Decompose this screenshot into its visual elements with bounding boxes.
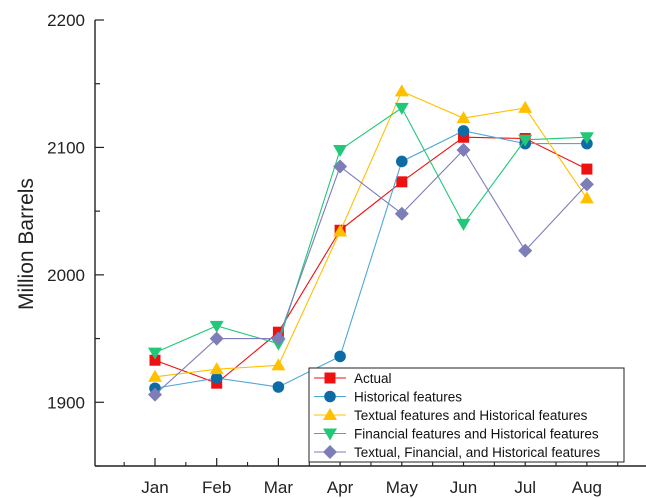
data-point xyxy=(333,224,348,237)
data-point xyxy=(148,369,162,382)
data-point xyxy=(458,131,469,143)
data-point xyxy=(518,134,533,147)
data-point xyxy=(579,191,594,204)
y-axis: 1900 2000 2100 2200 xyxy=(47,11,104,467)
data-point xyxy=(394,84,409,97)
data-point xyxy=(272,381,285,393)
legend-swatch-marker xyxy=(324,372,336,384)
data-point xyxy=(394,206,409,221)
data-point xyxy=(210,372,223,384)
legend: Actual Historical features Textual feature… xyxy=(308,367,625,463)
legend-label: Textual features and Historical features xyxy=(354,408,588,423)
data-point xyxy=(394,102,409,115)
data-point xyxy=(396,176,408,188)
data-point xyxy=(271,331,286,346)
series-line xyxy=(154,107,587,354)
series-3 xyxy=(148,84,594,382)
series-5 xyxy=(148,142,594,402)
legend-box xyxy=(308,367,625,463)
x-tick-label: Feb xyxy=(202,478,231,497)
data-point xyxy=(333,159,348,174)
y-tick-label: 2200 xyxy=(47,11,85,30)
series-group xyxy=(148,84,594,402)
data-point xyxy=(518,243,533,258)
data-point xyxy=(581,163,593,175)
data-point xyxy=(579,132,594,145)
x-axis: Jan Feb Mar Apr May Jun Jul Aug xyxy=(95,458,646,497)
x-tick-label: Jan xyxy=(141,478,168,497)
data-point xyxy=(149,354,161,366)
legend-item: Textual features and Historical features xyxy=(314,408,588,423)
data-point xyxy=(209,331,224,346)
data-point xyxy=(148,347,162,360)
legend-item: Actual xyxy=(314,371,392,386)
legend-swatch-marker xyxy=(323,445,337,459)
legend-item: Textual, Financial, and Historical featu… xyxy=(314,445,600,460)
x-tick-label: May xyxy=(386,478,419,497)
legend-label: Financial features and Historical featur… xyxy=(354,427,599,442)
series-line xyxy=(154,136,588,384)
data-point xyxy=(396,155,408,168)
data-point xyxy=(579,177,594,192)
data-point xyxy=(209,320,224,333)
x-tick-label: Apr xyxy=(327,478,354,497)
data-point xyxy=(333,144,348,157)
legend-label: Historical features xyxy=(354,390,462,405)
legend-item: Financial features and Historical featur… xyxy=(314,427,599,442)
x-tick-label: Jun xyxy=(450,478,477,497)
data-point xyxy=(148,387,162,402)
legend-label: Textual, Financial, and Historical featu… xyxy=(354,445,600,460)
data-point xyxy=(456,218,471,231)
series-line xyxy=(154,130,587,389)
series-2 xyxy=(149,125,593,395)
legend-swatch-marker xyxy=(323,428,337,441)
data-point xyxy=(456,111,471,124)
x-tick-label: Aug xyxy=(572,478,602,497)
legend-swatch-marker xyxy=(323,408,337,420)
data-point xyxy=(457,125,470,137)
series-line xyxy=(154,149,588,396)
data-point xyxy=(518,100,533,113)
legend-label: Actual xyxy=(354,371,392,386)
y-axis-title: Million Barrels xyxy=(15,178,38,310)
data-point xyxy=(334,350,346,363)
legend-item: Historical features xyxy=(314,390,462,405)
series-4 xyxy=(148,102,594,360)
y-tick-label: 2000 xyxy=(47,266,85,285)
y-tick-label: 2100 xyxy=(47,138,85,157)
data-point xyxy=(209,362,224,375)
y-tick-label: 1900 xyxy=(47,393,85,412)
x-tick-label: Jul xyxy=(514,478,536,497)
legend-swatch-marker xyxy=(324,390,336,403)
data-point xyxy=(456,142,471,157)
series-line xyxy=(154,90,588,378)
data-point xyxy=(271,358,286,371)
x-tick-label: Mar xyxy=(264,478,294,497)
